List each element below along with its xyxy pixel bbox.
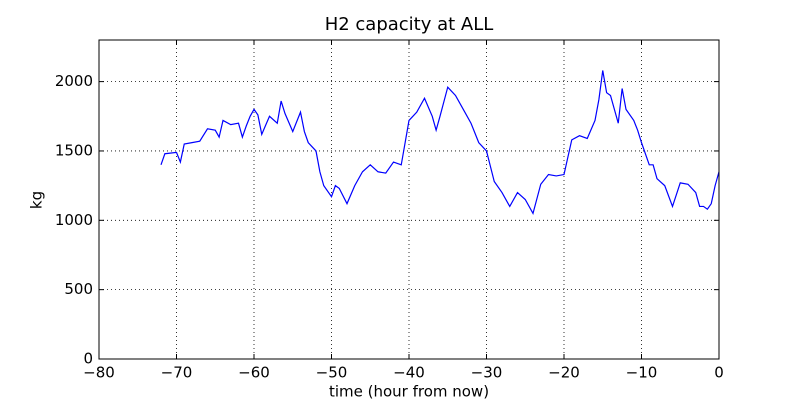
x-tick-label: −50 xyxy=(316,364,348,382)
x-tick-label: −60 xyxy=(238,364,270,382)
x-tick-label: −80 xyxy=(83,364,115,382)
y-tick-label: 2000 xyxy=(55,72,93,90)
y-tick-label: 1500 xyxy=(55,141,93,159)
x-axis-label: time (hour from now) xyxy=(329,383,489,400)
plot-frame xyxy=(98,39,720,360)
y-tick-label: 1000 xyxy=(55,211,93,229)
y-tick-label: 0 xyxy=(83,350,93,368)
x-tick-label: −30 xyxy=(471,364,503,382)
y-tick-label: 500 xyxy=(64,280,93,298)
data-line xyxy=(160,70,720,215)
y-axis-label: kg xyxy=(28,191,46,209)
x-tick-label: −20 xyxy=(548,364,580,382)
x-tick-label: −40 xyxy=(393,364,425,382)
x-tick-label: −70 xyxy=(161,364,193,382)
chart-title: H2 capacity at ALL xyxy=(325,14,494,35)
x-tick-label: −10 xyxy=(626,364,658,382)
x-tick-label: 0 xyxy=(714,364,724,382)
